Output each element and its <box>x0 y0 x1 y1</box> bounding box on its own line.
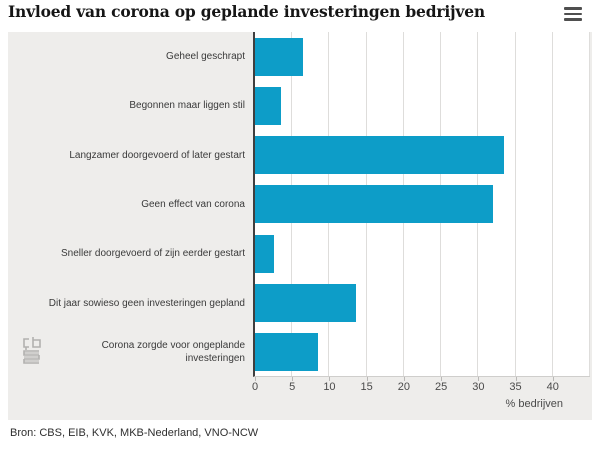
bar-track <box>255 32 590 81</box>
bar-track <box>255 81 590 130</box>
table-row: Langzamer doorgevoerd of later gestart <box>8 131 590 180</box>
x-tick-mark <box>441 377 443 381</box>
x-tick-mark <box>366 377 368 381</box>
x-tick-mark <box>292 377 294 381</box>
table-row: Begonnen maar liggen stil <box>8 81 590 130</box>
x-tick-mark <box>515 377 517 381</box>
bar-dit-jaar-sowieso-geen-invester <box>255 284 356 323</box>
bar-geheel-geschrapt <box>255 37 304 76</box>
hamburger-icon <box>564 18 582 21</box>
x-tick-mark <box>478 377 480 381</box>
bar-corona-zorgde-voor-ongeplande- <box>255 333 319 372</box>
x-tick-label: 15 <box>360 381 373 393</box>
gridline <box>589 32 590 376</box>
gridline <box>551 32 553 376</box>
bar-geen-effect-van-corona <box>255 185 494 224</box>
cbs-logo <box>23 337 41 364</box>
chart-panel: Geheel geschrapt Begonnen maar liggen sti… <box>8 32 592 420</box>
bar-langzamer-doorgevoerd-of-later <box>255 136 505 175</box>
x-tick-mark <box>255 377 256 381</box>
bar-track <box>255 328 590 377</box>
x-axis-ticks: 0 5 10 15 20 25 30 35 40 <box>251 377 590 395</box>
x-axis-title: % bedrijven <box>505 398 563 410</box>
x-tick-mark <box>552 377 554 381</box>
bar-rows: Geheel geschrapt Begonnen maar liggen sti… <box>8 32 590 377</box>
table-row: Geheel geschrapt <box>8 32 590 81</box>
category-label-geen-effect-van-corona: Geen effect van corona <box>141 198 245 210</box>
x-tick-label: 10 <box>323 381 336 393</box>
bar-sneller-doorgevoerd-of-zijn-ee <box>255 234 274 273</box>
table-row: Dit jaar sowieso geen investeringen gepl… <box>8 278 590 327</box>
category-label-sneller-doorgevoerd-of-zijn-ee: Sneller doorgevoerd of zijn eerder gesta… <box>61 248 245 260</box>
bar-track <box>255 131 590 180</box>
x-tick-mark <box>329 377 331 381</box>
source-note: Bron: CBS, EIB, KVK, MKB-Nederland, VNO-… <box>10 427 259 439</box>
page-title: Invloed van corona op geplande investeri… <box>8 2 485 21</box>
x-tick-label: 20 <box>397 381 410 393</box>
category-label-langzamer-doorgevoerd-of-later: Langzamer doorgevoerd of later gestart <box>69 149 245 161</box>
x-tick-mark <box>403 377 405 381</box>
table-row: Corona zorgde voor ongeplande investerin… <box>8 328 590 377</box>
bar-begonnen-maar-liggen-stil <box>255 86 282 125</box>
table-row: Sneller doorgevoerd of zijn eerder gesta… <box>8 229 590 278</box>
x-tick-label: 40 <box>546 381 559 393</box>
x-tick-label: 25 <box>434 381 448 393</box>
x-tick-label: 35 <box>509 381 522 393</box>
hamburger-icon <box>564 12 582 16</box>
gridline <box>514 32 516 376</box>
x-tick-label: 30 <box>472 381 485 393</box>
hamburger-icon <box>564 7 582 10</box>
category-label-begonnen-maar-liggen-stil: Begonnen maar liggen stil <box>129 100 245 112</box>
bar-track <box>255 180 590 229</box>
bar-track <box>255 278 590 327</box>
table-row: Geen effect van corona <box>8 180 590 229</box>
category-label-geheel-geschrapt: Geheel geschrapt <box>166 51 245 63</box>
x-tick-label: 5 <box>289 381 296 393</box>
category-label-corona-zorgde-voor-ongeplande-: Corona zorgde voor ongeplande investerin… <box>101 340 245 365</box>
x-tick-label: 0 <box>251 381 259 393</box>
category-label-dit-jaar-sowieso-geen-invester: Dit jaar sowieso geen investeringen gepl… <box>48 297 245 309</box>
bar-track <box>255 229 590 278</box>
chart-menu-button[interactable] <box>564 7 582 21</box>
